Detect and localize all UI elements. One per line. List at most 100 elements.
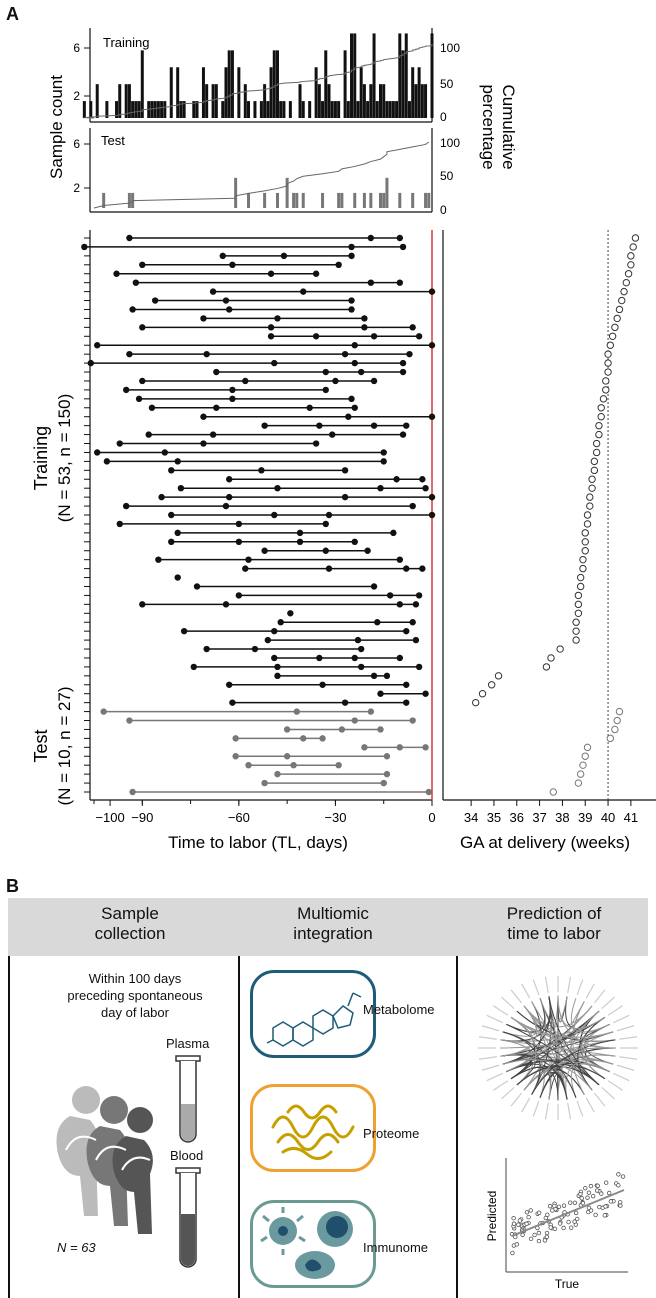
training-sample-point	[419, 476, 426, 483]
network-spoke	[607, 1005, 624, 1016]
training-sample-point	[122, 502, 130, 510]
prediction-point	[595, 1183, 600, 1188]
training-hist-bar	[272, 50, 276, 118]
prediction-point	[580, 1200, 586, 1206]
prediction-point	[566, 1219, 571, 1225]
training-sample-point	[422, 484, 429, 492]
test-sample-point	[283, 753, 291, 760]
training-hist-bar	[127, 84, 131, 118]
training-hist-bar	[182, 101, 186, 118]
immunome-box	[250, 1200, 376, 1288]
ga-training-point	[494, 672, 503, 680]
prediction-point	[616, 1183, 621, 1188]
ga-training-point	[622, 278, 631, 287]
training-hist-bar	[95, 84, 99, 118]
prediction-point	[590, 1193, 596, 1199]
multiomic-title: Multiomic integration	[258, 904, 408, 944]
training-sample-point	[396, 556, 404, 563]
training-sample-point	[274, 315, 281, 322]
training-hist-bar	[378, 84, 382, 118]
prediction-point	[510, 1250, 515, 1256]
ga-training-point	[572, 627, 580, 635]
prediction-point	[594, 1188, 600, 1193]
cum-tick-50: 50	[440, 77, 454, 91]
training-hist-bar	[163, 101, 167, 118]
ga-training-point	[604, 359, 612, 367]
test-hist-bar	[127, 192, 131, 208]
training-hist-bar	[317, 84, 321, 118]
sample-collection-title: Sample collection	[60, 904, 200, 944]
plasma-tube-icon	[175, 1055, 201, 1143]
training-sample-point	[113, 270, 120, 277]
training-sample-point	[412, 601, 420, 608]
x-tick-label: −60	[228, 810, 250, 825]
ga-training-point	[556, 645, 564, 653]
metabolome-label: Metabolome	[363, 1002, 435, 1017]
training-sample-point	[319, 681, 326, 688]
cumulative-label-2: percentage	[479, 84, 498, 169]
test-hist-bar	[378, 192, 382, 208]
sample-count-label: Sample count	[47, 75, 66, 179]
training-sample-point	[380, 449, 387, 456]
prediction-point	[618, 1203, 623, 1208]
prediction-point	[588, 1183, 594, 1189]
prediction-point	[572, 1219, 577, 1224]
immune-cells-icon	[260, 1207, 353, 1279]
test-hist-bar	[369, 192, 373, 208]
training-sample-point	[354, 636, 362, 644]
test-sample-point	[319, 735, 326, 742]
prediction-point	[578, 1191, 583, 1197]
training-sample-point	[348, 252, 355, 260]
training-sample-point	[396, 234, 404, 242]
prediction-point	[567, 1200, 573, 1205]
ga-training-point	[627, 261, 635, 269]
training-sample-point	[325, 511, 333, 519]
training-hist-bar	[259, 101, 263, 118]
network-spoke	[532, 1100, 540, 1117]
training-sample-point	[393, 476, 400, 483]
prediction-point	[545, 1212, 550, 1218]
training-sample-point	[274, 484, 281, 492]
training-sample-point	[399, 368, 407, 376]
network-spoke	[607, 1080, 624, 1091]
ga-training-point	[576, 582, 585, 591]
network-spoke	[532, 979, 540, 996]
ga-training-point	[590, 457, 599, 466]
training-sample-point	[229, 395, 236, 403]
test-sample-point	[377, 726, 384, 733]
training-sample-point	[139, 601, 146, 608]
training-sample-point	[312, 333, 320, 340]
training-sample-point	[348, 395, 355, 403]
training-sample-point	[361, 315, 368, 322]
training-hist-bar	[179, 101, 183, 118]
training-hist-bar	[369, 84, 373, 118]
training-sample-point	[155, 556, 162, 563]
training-hist-bar	[131, 101, 135, 118]
training-sample-point	[380, 458, 387, 465]
training-hist-bar	[324, 50, 328, 118]
network-spoke	[567, 976, 572, 993]
training-sample-point	[377, 690, 384, 697]
ga-test-point	[576, 770, 585, 778]
network-edge	[500, 1005, 538, 1057]
training-sample-point	[428, 342, 436, 349]
test-hist-bar	[247, 192, 251, 208]
training-hist-bar	[424, 84, 428, 118]
prediction-point	[526, 1214, 531, 1220]
col3-title-line2: time to labor	[507, 924, 601, 943]
training-hist-bar	[89, 101, 93, 118]
training-sample-point	[222, 601, 230, 608]
training-sample-point	[209, 431, 217, 438]
test-sample-point	[293, 708, 300, 715]
training-sample-point	[226, 476, 233, 483]
test-sample-point	[335, 761, 342, 769]
test-hist-bar	[385, 177, 389, 208]
prediction-point	[573, 1210, 579, 1216]
network-edge	[502, 1059, 593, 1091]
prediction-point	[544, 1230, 550, 1236]
ga-test-point	[615, 707, 624, 716]
ga-training-point	[542, 663, 551, 671]
prediction-point	[602, 1213, 608, 1218]
training-sample-point	[351, 404, 358, 411]
prediction-point	[532, 1232, 537, 1238]
